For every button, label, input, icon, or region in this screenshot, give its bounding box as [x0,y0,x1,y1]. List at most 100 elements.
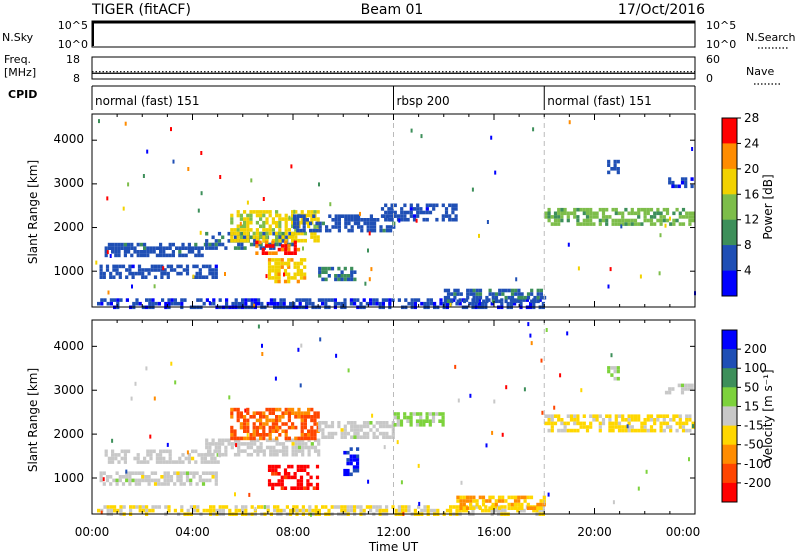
heatmap-cell [271,407,275,412]
heatmap-cell [472,499,476,503]
heatmap-cell [112,275,116,279]
heatmap-cell [474,505,478,509]
heatmap-cell [680,177,685,181]
heatmap-cell [523,295,527,300]
heatmap-cell [141,271,145,276]
heatmap-cell [175,460,179,464]
heatmap-cell [366,424,370,429]
heatmap-cell [478,295,483,300]
heatmap-cell [541,410,544,415]
heatmap-cell [553,218,558,223]
heatmap-cell [566,428,570,433]
heatmap-cell [200,460,204,464]
heatmap-cell [163,471,167,475]
heatmap-cell [118,275,122,279]
heatmap-cell [308,298,312,302]
heatmap-cell [646,418,650,422]
heatmap-cell [243,429,247,433]
heatmap-cell [385,298,389,302]
heatmap-cell [316,411,320,415]
heatmap-cell [121,475,126,479]
heatmap-cell [510,495,514,500]
heatmap-cell [208,478,212,483]
heatmap-cell [163,268,167,272]
heatmap-cell [293,272,297,277]
heatmap-cell [366,431,370,436]
heatmap-cell [150,471,154,475]
heatmap-cell [389,228,393,233]
heatmap-cell [318,270,322,274]
heatmap-cell [247,298,251,302]
heatmap-cell [614,222,618,226]
heatmap-cell [416,214,420,218]
heatmap-cell [198,268,202,272]
heatmap-cell [313,445,318,450]
heatmap-cell [103,298,107,302]
heatmap-cell [517,499,521,503]
heatmap-cell [400,480,403,485]
heatmap-cell [314,505,318,509]
heatmap-cell [221,505,225,509]
heatmap-cell [262,220,266,225]
heatmap-cell [146,246,150,250]
heatmap-cell [560,218,564,223]
heatmap-cell [157,268,161,272]
heatmap-cell [283,486,288,490]
heatmap-cell [167,505,171,509]
heatmap-cell [214,271,218,276]
heatmap-cell [550,425,554,429]
heatmap-cell [457,398,460,403]
heatmap-cell [145,366,148,371]
heatmap-cell [285,452,289,457]
heatmap-cell [367,248,369,253]
heatmap-cell [283,472,288,476]
heatmap-cell [175,246,179,250]
heatmap-cell [592,215,596,219]
heatmap-cell [230,407,234,412]
heatmap-cell [268,213,272,218]
heatmap-cell [530,341,533,346]
heatmap-cell [259,445,263,450]
heatmap-cell [523,495,527,500]
heatmap-cell [109,298,113,302]
heatmap-cell [539,292,543,296]
heatmap-cell [302,214,306,218]
heatmap-cell [381,301,385,306]
heatmap-cell [547,492,550,497]
heatmap-cell [291,425,295,430]
heatmap-cell [233,433,237,437]
heatmap-cell [208,452,212,457]
heatmap-cell [152,449,156,454]
heatmap-cell [684,383,688,388]
heatmap-cell [350,421,354,425]
heatmap-cell [416,210,420,215]
heatmap-cell [539,295,543,300]
velocity-colorbar-tick-label: -50 [744,438,764,452]
xtick-12: 12:00 [376,525,411,539]
cpid-segment-label: normal (fast) 151 [547,94,651,108]
heatmap-cell [300,238,304,243]
heatmap-cell [337,301,341,306]
heatmap-cell [409,207,413,211]
heatmap-cell [325,228,329,233]
heatmap-cell [607,369,611,374]
freq-tick-top: 18 [66,53,80,66]
heatmap-cell [235,443,238,448]
heatmap-cell [488,499,492,503]
heatmap-cell [300,210,304,214]
heatmap-cell [177,301,181,306]
heatmap-cell [197,253,201,258]
heatmap-cell [173,298,177,302]
heatmap-cell [296,214,300,218]
heatmap-cell [277,279,281,284]
heatmap-cell [451,217,455,222]
heatmap-cell [301,449,305,453]
power-colorbar-tick-label: 12 [744,213,759,227]
heatmap-cell [152,250,156,254]
heatmap-cell [197,246,201,250]
heatmap-cell [176,264,180,269]
heatmap-cell [484,505,488,509]
heatmap-cell [149,246,153,250]
heatmap-cell [533,506,537,510]
heatmap-cell [259,425,263,430]
